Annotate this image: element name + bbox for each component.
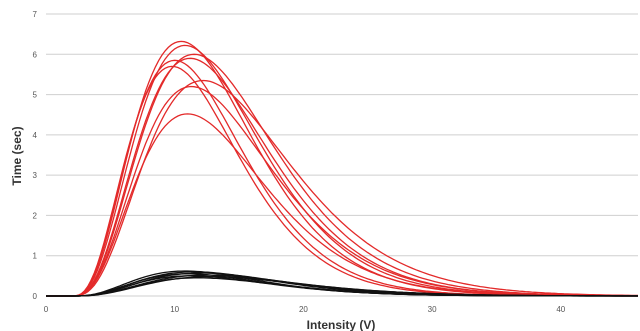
y-tick-label: 5 (33, 91, 38, 100)
y-tick-label: 7 (33, 10, 38, 19)
series-line-red-2 (46, 44, 638, 297)
y-tick-label: 6 (33, 50, 38, 59)
x-tick-label: 30 (428, 305, 437, 314)
y-axis-title: Time (sec) (10, 126, 24, 185)
y-tick-label: 1 (33, 252, 38, 261)
series-line-red-8 (46, 85, 638, 297)
x-tick-label: 20 (299, 305, 308, 314)
series-line-red-5 (46, 57, 638, 297)
x-tick-label: 40 (556, 305, 565, 314)
series-line-black-17 (46, 277, 638, 297)
y-tick-label: 0 (33, 292, 38, 301)
series-lines (46, 40, 639, 297)
series-line-red-7 (46, 79, 638, 297)
series-line-red-9 (46, 113, 638, 297)
x-tick-label: 10 (170, 305, 179, 314)
y-tick-labels: 0 1 2 3 4 5 6 7 (33, 10, 38, 301)
y-tick-label: 3 (33, 171, 38, 180)
series-line-red-4 (46, 59, 638, 297)
x-tick-labels: 0 10 20 30 40 (44, 305, 566, 314)
y-tick-label: 4 (33, 131, 38, 140)
series-line-red-6 (46, 65, 638, 297)
y-tick-label: 2 (33, 211, 38, 220)
x-axis-title: Intensity (V) (307, 318, 376, 331)
x-tick-label: 0 (44, 305, 49, 314)
